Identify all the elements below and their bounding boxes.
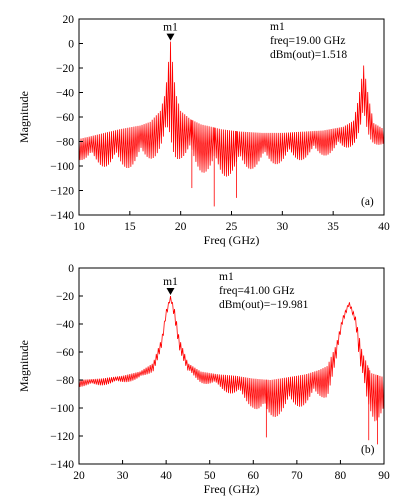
panel-a-ytick-label: −140 (50, 210, 74, 222)
panel-b-xtick-label: 30 (117, 470, 129, 482)
panel-b-xtick-label: 70 (291, 470, 303, 482)
panel-a-yticks: 20 0 −20 −40 −60 −80 −100 −120 −140 (50, 14, 83, 222)
panel-a-spectrum-trace (78, 41, 385, 177)
panel-b-marker-label: m1 (163, 276, 178, 288)
panel-b-ytick-label: −20 (56, 291, 74, 303)
panel-b-annotation-line-2: freq=41.00 GHz (219, 285, 294, 297)
panel-b-xtick-label: 60 (248, 470, 260, 482)
panel-a-ytick-label: −20 (56, 63, 74, 75)
panel-a-xtick-label: 25 (226, 221, 238, 233)
panel-a-xtick-label: 40 (378, 221, 390, 233)
panel-a-panel-label: (a) (361, 196, 374, 208)
panel-b-plot-frame (78, 267, 385, 465)
panel-a-annotation-line-2: freq=19.00 GHz (270, 35, 345, 47)
panel-a-ytick-label: 20 (63, 14, 75, 26)
panel-b-xtick-label: 40 (160, 470, 172, 482)
panel-a: 10 15 20 25 30 35 40 20 0 −20 −40 −60 −80 −100 −120 −1… (17, 14, 390, 247)
panel-a-ytick-label: −80 (56, 137, 74, 149)
panel-a-annotation-line-1: m1 (270, 21, 285, 33)
panel-a-xtick-label: 35 (327, 221, 339, 233)
panel-b-xtick-label: 80 (335, 470, 347, 482)
panel-b-ytick-label: −80 (56, 375, 74, 387)
panel-b: 20 30 40 50 60 70 80 90 0 −20 −40 −60 −80 −100 −120 −1… (17, 263, 390, 496)
panel-b-ylabel: Magnitude (17, 340, 31, 392)
panel-b-xtick-label: 20 (73, 470, 85, 482)
panel-b-annotation-line-1: m1 (219, 271, 234, 283)
panel-a-ytick-label: 0 (68, 39, 74, 51)
panel-b-trace-group (78, 295, 385, 445)
panel-a-ytick-label: −40 (56, 88, 74, 100)
panel-b-ytick-label: 0 (68, 263, 74, 275)
panel-b-ytick-label: −100 (50, 403, 74, 415)
panel-b-ytick-label: −140 (50, 459, 74, 471)
panel-b-spectrum-trace (78, 295, 385, 422)
panel-a-xtick-label: 15 (124, 221, 136, 233)
panel-a-annotation-line-3: dBm(out)=1.518 (270, 49, 347, 61)
panel-a-ytick-label: −120 (50, 186, 74, 198)
panel-b-marker: m1 (163, 276, 178, 295)
panel-b-panel-label: (b) (361, 444, 375, 456)
panel-b-xtick-label: 50 (204, 470, 216, 482)
panel-a-xlabel: Freq (GHz) (204, 233, 260, 247)
panel-b-xlabel: Freq (GHz) (204, 482, 260, 496)
panel-a-marker-label: m1 (163, 22, 178, 34)
panel-a-ytick-label: −60 (56, 112, 74, 124)
panel-b-marker-triangle (166, 287, 175, 295)
panel-a-xtick-label: 20 (175, 221, 187, 233)
panel-a-xticks: 10 15 20 25 30 35 40 (73, 211, 390, 233)
panel-b-ytick-label: −120 (50, 431, 74, 443)
panel-a-trace-group (78, 41, 385, 207)
panel-b-ytick-label: −40 (56, 319, 74, 331)
panel-b-yticks: 0 −20 −40 −60 −80 −100 −120 −140 (50, 263, 83, 471)
panel-b-annotation-line-3: dBm(out)=−19.981 (219, 299, 309, 311)
panel-a-marker: m1 (163, 22, 178, 41)
panel-a-xtick-label: 30 (277, 221, 289, 233)
panel-b-ytick-label: −60 (56, 347, 74, 359)
panel-a-marker-triangle (166, 33, 175, 41)
panel-a-xtick-label: 10 (73, 221, 85, 233)
panel-b-xtick-label: 90 (378, 470, 390, 482)
panel-a-ytick-label: −100 (50, 161, 74, 173)
panel-b-xticks: 20 30 40 50 60 70 80 90 (73, 460, 390, 482)
panel-a-ylabel: Magnitude (17, 91, 31, 143)
